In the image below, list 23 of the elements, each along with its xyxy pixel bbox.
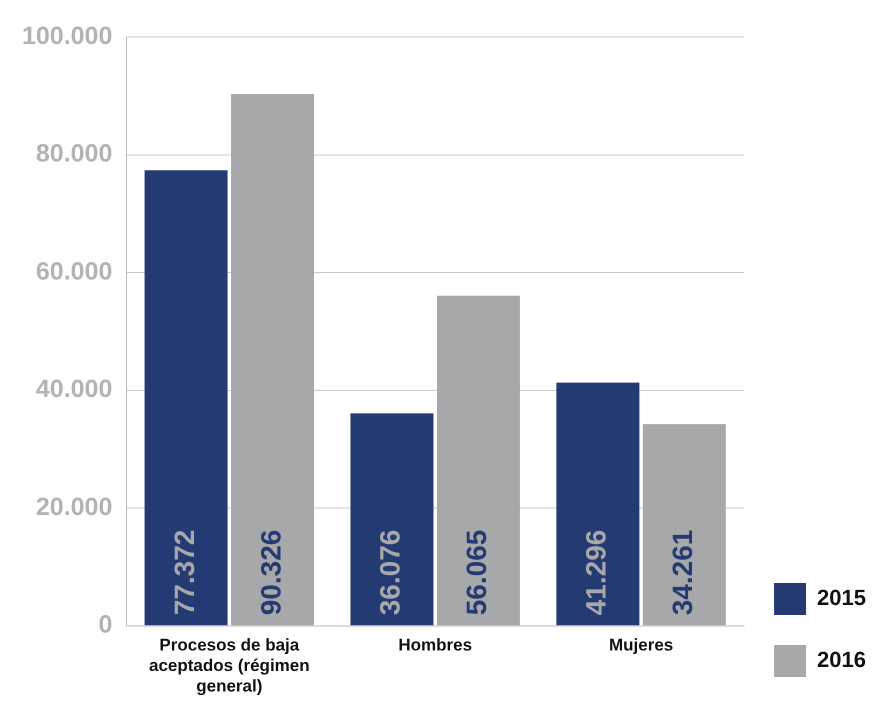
y-tick-label: 100.000 xyxy=(22,22,112,50)
y-tick-label: 60.000 xyxy=(36,257,112,286)
data-label: 77.372 xyxy=(168,530,200,616)
data-label: 41.296 xyxy=(580,530,612,616)
bar xyxy=(642,424,726,626)
data-label: 56.065 xyxy=(461,530,492,616)
x-tick-label: Hombres xyxy=(398,636,472,655)
bar xyxy=(556,382,640,626)
y-tick-label: 80.000 xyxy=(36,140,112,168)
y-tick-label: 0 xyxy=(98,610,112,639)
data-label: 36.076 xyxy=(374,530,406,616)
bar xyxy=(436,296,520,626)
y-tick-label: 20.000 xyxy=(36,492,112,521)
legend-label: 2015 xyxy=(817,585,866,610)
x-tick-label: Mujeres xyxy=(608,636,674,655)
data-label: 90.326 xyxy=(255,530,286,616)
x-tick-label: Procesos de baja aceptados (régimen general) xyxy=(149,636,310,696)
bar xyxy=(350,413,434,626)
bar xyxy=(144,170,228,626)
legend-label: 2016 xyxy=(817,647,866,672)
data-label: 34.261 xyxy=(667,530,698,616)
bar xyxy=(231,94,314,626)
y-tick-label: 40.000 xyxy=(36,375,112,404)
